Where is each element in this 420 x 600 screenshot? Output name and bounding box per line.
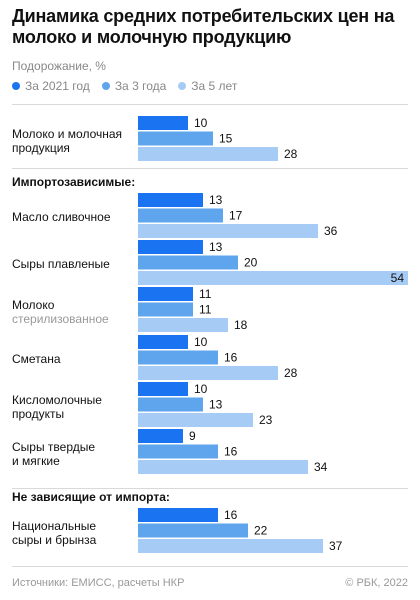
category-label: Сыры плавленые — [12, 257, 110, 271]
bar-3y — [138, 523, 248, 538]
category-label-line2: продукты — [12, 407, 65, 421]
category-label-line1: Сыры твердые — [12, 440, 96, 454]
bar-3y — [138, 350, 218, 365]
bar-5y — [138, 539, 323, 553]
bar-3y — [138, 255, 238, 270]
category-label: Сметана — [12, 352, 61, 366]
divider — [12, 104, 408, 105]
divider — [12, 168, 408, 169]
category-label-line2: сыры и брынза — [12, 533, 97, 547]
category-label: Масло сливочное — [12, 210, 111, 224]
bar-5y — [138, 271, 408, 285]
legend-dot-3y — [101, 82, 110, 90]
legend-item-2021: За 2021 год — [12, 79, 90, 93]
legend-item-3y: За 3 года — [101, 79, 167, 93]
bar-value-label: 11 — [199, 287, 212, 301]
legend-label-5y: За 5 лет — [191, 79, 238, 93]
category-label-line1: Молоко — [12, 298, 55, 312]
legend-dot-2021 — [12, 82, 20, 90]
bar-value-label: 13 — [209, 240, 223, 254]
bar-value-label: 10 — [194, 382, 208, 396]
bar-value-label: 9 — [189, 429, 196, 443]
bar-value-label: 37 — [329, 539, 343, 553]
category-label-line1: Масло сливочное — [12, 210, 111, 224]
bar-3y — [138, 302, 193, 317]
bar-value-label: 28 — [284, 147, 298, 161]
category-label-line2: и мягкие — [12, 454, 60, 468]
bar-2021 — [138, 240, 203, 254]
legend-label-3y: За 3 года — [114, 79, 167, 93]
legend-dot-5y — [178, 82, 187, 90]
bar-2021 — [138, 287, 193, 301]
category-label: Молоко стерилизованное — [12, 298, 109, 326]
bar-2021 — [138, 335, 188, 349]
category-label: Кисломолочные продукты — [12, 393, 102, 421]
legend-label-2021: За 2021 год — [25, 79, 90, 93]
bar-value-label: 23 — [259, 413, 273, 427]
category-label-line1: Сметана — [12, 352, 61, 366]
legend: За 2021 год За 3 года За 5 лет — [12, 79, 237, 93]
bar-value-label: 11 — [199, 303, 212, 317]
bar-value-label: 13 — [209, 398, 223, 412]
bar-5y — [138, 460, 308, 474]
bar-value-label: 20 — [244, 256, 258, 270]
bar-value-label: 22 — [254, 524, 268, 538]
section-header: Импортозависимые: — [12, 175, 136, 189]
chart-title: Динамика средних потребительских цен на … — [12, 6, 395, 47]
bar-3y — [138, 397, 203, 412]
section-header: Не зависящие от импорта: — [12, 490, 170, 504]
bar-value-label: 10 — [194, 116, 208, 130]
bar-2021 — [138, 508, 218, 522]
bar-value-label: 54 — [391, 271, 405, 285]
category-label-line1: Молоко и молочная — [12, 127, 123, 141]
bar-3y — [138, 444, 218, 459]
bar-2021 — [138, 429, 183, 443]
category-label-line2: стерилизованное — [12, 312, 109, 326]
bar-value-label: 16 — [224, 445, 238, 459]
bar-5y — [138, 366, 278, 380]
bar-2021 — [138, 116, 188, 130]
bar-3y — [138, 208, 223, 223]
divider — [12, 566, 408, 567]
bar-value-label: 18 — [234, 318, 248, 332]
bar-5y — [138, 318, 228, 332]
bar-5y — [138, 224, 318, 238]
bar-value-label: 16 — [224, 508, 238, 522]
bar-2021 — [138, 193, 203, 207]
bar-value-label: 17 — [229, 209, 243, 223]
copyright: © РБК, 2022 — [345, 577, 408, 589]
bar-2021 — [138, 382, 188, 396]
category-label-line1: Сыры плавленые — [12, 257, 110, 271]
bar-value-label: 13 — [209, 193, 223, 207]
category-label: Молоко и молочная продукция — [12, 127, 122, 155]
bar-value-label: 36 — [324, 224, 338, 238]
bar-value-label: 16 — [224, 351, 238, 365]
category-label-line1: Кисломолочные — [12, 393, 102, 407]
source-note: Источники: ЕМИСС, расчеты НКР — [12, 577, 185, 589]
bar-3y — [138, 131, 213, 146]
chart-subtitle: Подорожание, % — [12, 59, 106, 73]
bar-5y — [138, 413, 253, 427]
category-label-line2: продукция — [12, 141, 70, 155]
bar-value-label: 15 — [219, 132, 233, 146]
divider — [12, 488, 408, 489]
bar-value-label: 28 — [284, 366, 298, 380]
category-label: Национальные сыры и брынза — [12, 519, 96, 547]
bar-value-label: 34 — [314, 460, 328, 474]
legend-item-5y: За 5 лет — [178, 79, 237, 93]
category-label: Сыры твердые и мягкие — [12, 440, 95, 468]
bar-5y — [138, 147, 278, 161]
bar-value-label: 10 — [194, 335, 208, 349]
category-label-line1: Национальные — [12, 519, 97, 533]
